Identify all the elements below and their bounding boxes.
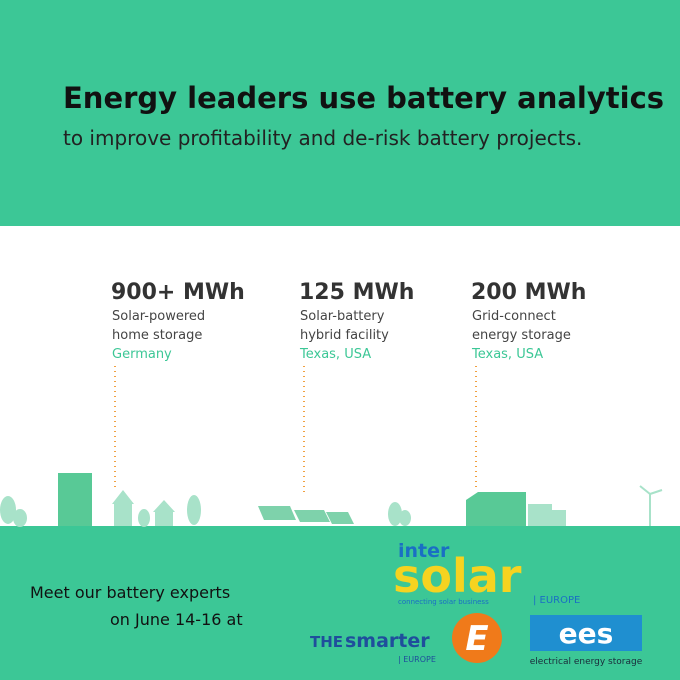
logo-text: THE	[310, 633, 343, 651]
stat-location: Texas, USA	[471, 347, 543, 362]
landscape	[0, 473, 663, 527]
logo-text: connecting solar business	[398, 598, 489, 606]
stat-desc: Grid-connect	[472, 309, 556, 324]
header-band	[0, 0, 680, 226]
logo-text: E	[465, 619, 488, 659]
stat-desc: hybrid facility	[300, 328, 389, 343]
subtitle: to improve profitability and de-risk bat…	[63, 126, 582, 150]
footer-band	[0, 526, 680, 680]
logo-text: solar	[393, 549, 522, 603]
stat: 125 MWh Solar-battery hybrid facility Te…	[299, 280, 414, 495]
footer-text: on June 14-16 at	[110, 610, 243, 629]
logo-text: inter	[398, 540, 450, 562]
middle-band	[0, 226, 680, 526]
stat-desc: energy storage	[472, 328, 571, 343]
stat-desc: Solar-battery	[300, 309, 385, 324]
title: Energy leaders use battery analytics	[63, 81, 664, 115]
intersolar-logo: inter solar connecting solar business | …	[393, 540, 580, 606]
logo-text: | EUROPE	[533, 595, 580, 606]
ees-logo: ees electrical energy storage	[530, 615, 643, 667]
logo-text: ees	[559, 617, 614, 650]
logo-text: smarter	[345, 630, 430, 652]
logo-text: electrical energy storage	[530, 657, 643, 667]
stat-location: Texas, USA	[299, 347, 371, 362]
stat: 900+ MWh Solar-powered home storage Germ…	[111, 280, 245, 490]
stat-desc: home storage	[112, 328, 202, 343]
stat: 200 MWh Grid-connect energy storage Texa…	[471, 280, 586, 490]
stat-value: 125 MWh	[299, 280, 414, 305]
smarter-logo: THE smarter | EUROPE E	[310, 613, 502, 664]
stat-location: Germany	[112, 347, 172, 362]
stat-value: 900+ MWh	[111, 280, 245, 305]
logo-text: | EUROPE	[398, 655, 436, 664]
stat-desc: Solar-powered	[112, 309, 205, 324]
footer-text: Meet our battery experts	[30, 583, 230, 602]
stat-value: 200 MWh	[471, 280, 586, 305]
